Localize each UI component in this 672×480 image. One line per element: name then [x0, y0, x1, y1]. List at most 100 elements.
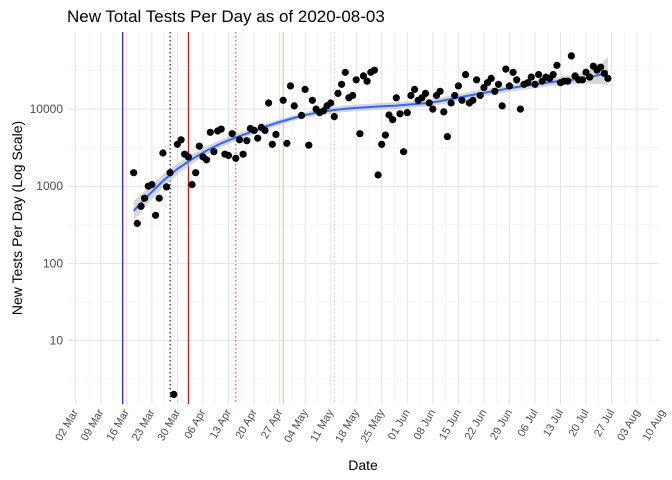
data-point: [148, 181, 156, 189]
data-point: [374, 171, 382, 179]
data-point: [389, 116, 397, 124]
data-point: [166, 169, 174, 177]
data-point: [232, 154, 240, 162]
data-point: [531, 80, 539, 88]
x-tick-label: 27 Jul: [592, 408, 617, 439]
x-tick-label: 20 Jul: [567, 408, 592, 439]
data-point: [327, 99, 335, 107]
x-tick-label: 22 Jun: [463, 408, 490, 443]
y-tick-label: 1000: [36, 179, 63, 193]
x-tick-label: 04 May: [282, 407, 311, 445]
x-tick-label: 01 Jun: [386, 408, 413, 443]
y-tick-label: 100: [43, 256, 63, 270]
data-point: [250, 126, 258, 134]
data-point: [279, 96, 287, 104]
y-tick-label: 10000: [30, 102, 64, 116]
data-point: [578, 76, 587, 84]
smooth-trend: [132, 70, 609, 212]
y-axis-title: New Tests Per Day (Log Scale): [9, 121, 25, 315]
x-tick-label: 11 May: [308, 407, 336, 444]
data-point: [469, 96, 477, 104]
x-tick-label: 13 Apr: [208, 407, 234, 441]
data-point: [392, 94, 400, 102]
x-axis-title: Date: [348, 457, 378, 473]
data-point: [447, 99, 455, 107]
data-point: [356, 130, 364, 138]
data-point: [597, 63, 605, 71]
data-point: [407, 91, 415, 100]
x-tick-label: 16 Mar: [104, 407, 132, 443]
data-point: [206, 128, 214, 136]
x-tick-label: 09 Mar: [79, 407, 107, 443]
data-point: [130, 169, 138, 177]
data-point: [586, 73, 594, 81]
data-point: [396, 110, 404, 118]
x-tick-label: 27 Apr: [259, 407, 285, 441]
data-point: [177, 136, 185, 144]
data-point: [509, 68, 517, 76]
data-point: [527, 73, 535, 81]
data-point: [305, 141, 313, 149]
x-tick-label: 08 Jun: [411, 408, 438, 443]
data-point: [604, 74, 612, 82]
x-tick-label: 13 Jul: [541, 408, 566, 439]
data-point: [235, 136, 244, 144]
data-point: [268, 140, 276, 148]
data-point: [301, 85, 309, 93]
data-point: [476, 91, 484, 100]
data-point: [363, 77, 371, 85]
data-point: [425, 99, 433, 107]
data-point: [436, 87, 444, 95]
data-point: [524, 79, 532, 87]
data-point: [239, 150, 247, 158]
data-point: [210, 148, 218, 156]
data-point: [184, 153, 192, 161]
x-tick-label: 23 Mar: [130, 407, 158, 443]
x-tick-label: 15 Jun: [437, 408, 464, 443]
x-tick-label: 03 Aug: [615, 408, 643, 444]
data-point: [400, 148, 408, 156]
data-point: [243, 137, 251, 145]
x-tick-label: 02 Mar: [53, 407, 81, 443]
data-point: [141, 194, 149, 202]
data-point: [359, 72, 368, 80]
data-point: [330, 113, 338, 121]
data-point: [352, 76, 360, 84]
data-point: [224, 151, 233, 160]
data-point: [443, 133, 451, 141]
x-tick-label: 25 May: [359, 407, 388, 445]
data-point: [170, 390, 178, 398]
data-point: [334, 89, 342, 97]
data-point: [516, 105, 525, 113]
x-tick-label: 30 Mar: [155, 407, 183, 443]
data-point: [451, 91, 459, 100]
data-point: [286, 82, 295, 90]
x-tick-label: 10 Aug: [641, 408, 669, 444]
data-point: [553, 61, 561, 69]
chart-title: New Total Tests Per Day as of 2020-08-03: [67, 7, 385, 26]
data-point: [283, 139, 291, 147]
data-point: [192, 169, 200, 177]
data-points: [130, 52, 612, 398]
data-point: [381, 131, 389, 139]
trend-line: [132, 70, 609, 212]
data-point: [272, 130, 280, 138]
data-point: [203, 156, 211, 164]
data-point: [502, 65, 510, 73]
smooth-confidence-band: [133, 56, 608, 221]
data-point: [349, 91, 357, 100]
data-point: [297, 111, 306, 119]
data-point: [159, 149, 167, 157]
data-point: [378, 140, 386, 148]
data-point: [162, 183, 171, 191]
x-tick-label: 29 Jun: [488, 408, 515, 443]
data-point: [133, 219, 141, 227]
x-tick-label: 06 Jul: [516, 408, 541, 439]
data-point: [411, 85, 419, 93]
data-point: [535, 71, 543, 79]
data-point: [429, 105, 437, 113]
data-point: [498, 102, 506, 110]
data-point: [513, 76, 521, 84]
data-point: [261, 126, 269, 134]
data-point: [491, 87, 499, 95]
